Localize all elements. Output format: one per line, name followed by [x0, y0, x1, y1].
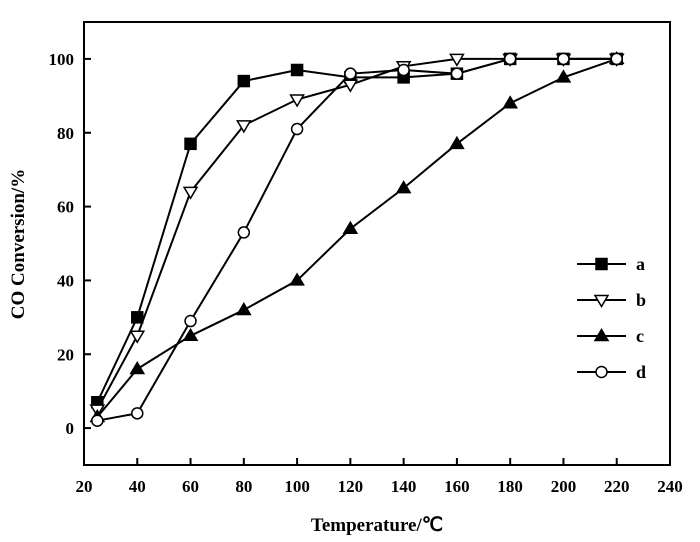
x-tick-label: 120: [338, 477, 364, 496]
x-tick-label: 200: [551, 477, 577, 496]
legend-item-a: a: [577, 254, 645, 274]
data-point-c: [129, 361, 146, 375]
data-point-b: [129, 330, 146, 344]
data-point-c: [289, 272, 305, 286]
series-line-c: [96, 57, 618, 418]
legend-item-c: c: [577, 326, 644, 346]
series-d: [91, 52, 623, 427]
y-tick-label: 40: [57, 271, 74, 290]
data-point-a: [237, 74, 251, 88]
data-point-d: [184, 314, 197, 328]
data-point-d: [610, 52, 623, 66]
data-point-b: [342, 79, 359, 93]
data-point-c: [342, 220, 359, 234]
data-point-a: [131, 311, 144, 324]
data-point-d: [450, 67, 464, 80]
series-c: [89, 50, 625, 423]
data-point-b: [449, 53, 465, 67]
y-tick-label: 0: [66, 419, 75, 438]
legend-item-b: b: [577, 290, 646, 310]
legend-label: d: [636, 362, 646, 382]
x-tick-label: 180: [497, 477, 523, 496]
data-point-c: [236, 301, 252, 316]
x-tick-label: 240: [657, 477, 683, 496]
data-point-d: [237, 226, 251, 239]
x-tick-label: 100: [284, 477, 310, 496]
y-tick-label: 100: [49, 50, 75, 69]
data-point-d: [290, 122, 304, 136]
data-point-d: [131, 407, 144, 420]
legend-label: b: [636, 290, 646, 310]
series-group: [89, 50, 625, 427]
data-point-b: [236, 120, 252, 134]
data-point-a: [290, 63, 304, 77]
legend-marker: [593, 328, 610, 342]
legend-item-d: d: [577, 362, 646, 382]
legend-marker: [595, 365, 608, 379]
data-point-c: [502, 95, 518, 109]
y-tick-label: 20: [57, 345, 74, 364]
x-tick-label: 220: [604, 477, 630, 496]
y-tick-label: 60: [57, 198, 74, 217]
x-tick-label: 80: [235, 477, 252, 496]
data-point-d: [503, 52, 517, 66]
x-tick-label: 140: [391, 477, 417, 496]
series-b: [89, 53, 625, 418]
y-tick-label: 80: [57, 124, 74, 143]
y-axis-title: CO Conversion/%: [8, 169, 29, 319]
x-tick-label: 20: [76, 477, 93, 496]
series-line-b: [96, 57, 617, 411]
ticks: 20 40 60 80 100 120 140 160 180 200 220 240 0 20 40 60 8…: [49, 50, 683, 496]
data-point-d: [344, 67, 357, 80]
data-point-c: [395, 180, 412, 194]
x-axis-title: Temperature/℃: [311, 515, 443, 536]
data-point-a: [184, 137, 197, 151]
data-point-d: [557, 52, 570, 66]
legend-marker: [595, 257, 608, 271]
legend-label: c: [636, 326, 644, 346]
data-point-b: [182, 186, 199, 200]
x-tick-label: 60: [182, 477, 199, 496]
legend-marker: [593, 294, 610, 308]
series-line-d: [97, 57, 617, 422]
data-point-c: [449, 135, 465, 150]
legend-label: a: [636, 254, 645, 274]
data-point-d: [91, 414, 104, 427]
data-point-d: [397, 63, 410, 77]
data-point-b: [289, 94, 305, 108]
plot-frame: [83, 21, 671, 466]
axes: [83, 21, 671, 466]
x-tick-label: 40: [129, 477, 146, 496]
data-point-c: [182, 327, 199, 342]
data-point-c: [555, 69, 572, 83]
x-tick-label: 160: [444, 477, 470, 496]
